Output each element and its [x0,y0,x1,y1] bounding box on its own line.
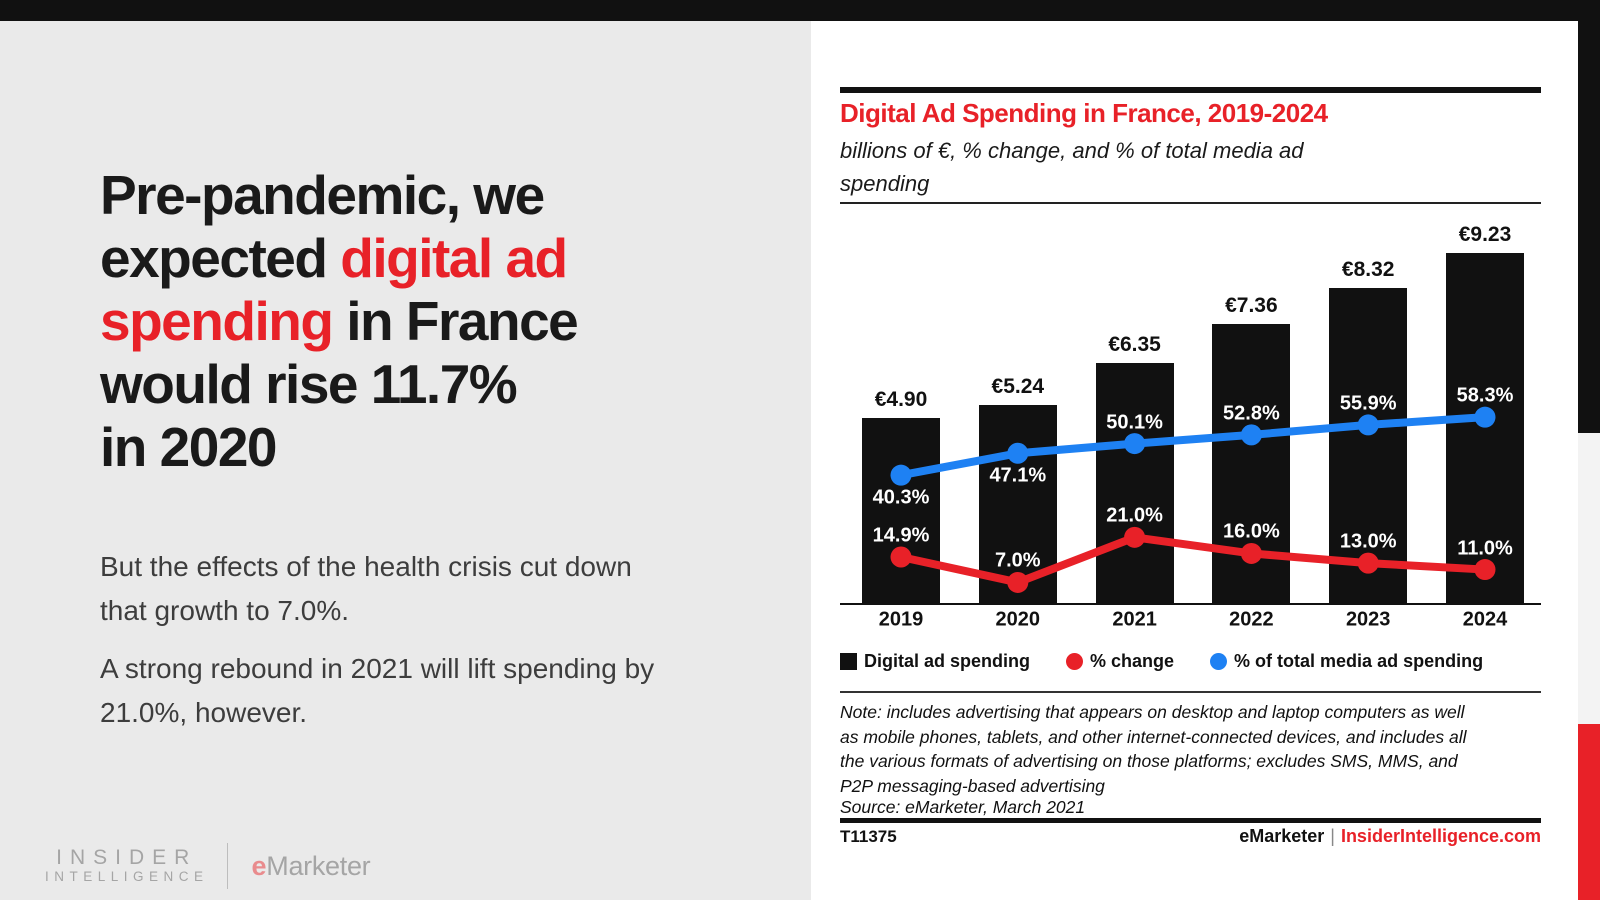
footer-brand-emarketer: eMarketer [1239,826,1325,846]
chart-note-line: P2P messaging-based advertising [840,775,1105,796]
title-rule [840,87,1541,93]
chart-note-line: the various formats of advertising on th… [840,751,1458,771]
footer-brand: eMarketer | InsiderIntelligence.com [1239,826,1541,847]
chart-title: Digital Ad Spending in France, 2019-2024 [840,98,1328,128]
headline-line-1: Pre-pandemic, we [100,164,577,227]
logo-text-intelligence: INTELLIGENCE [45,869,209,884]
body-paragraph-1: But the effects of the health crisis cut… [100,545,632,633]
chart-footer: T11375 eMarketer | InsiderIntelligence.com [840,826,1541,847]
right-strip-black [1578,0,1600,433]
right-strip-gray [1578,433,1600,724]
chart-note-line: Note: includes advertising that appears … [840,702,1465,722]
note-rule [840,691,1541,693]
legend-item-label: Digital ad spending [864,650,1031,671]
headline-text: Pre-pandemic, we [100,164,545,226]
left-panel: Pre-pandemic, we expected digital ad spend… [0,21,811,900]
chart-note: Note: includes advertising that appears … [840,700,1467,798]
legend-item--of-total-media-ad-spending: % of total media ad spending [1210,651,1483,672]
insider-intelligence-link[interactable]: InsiderIntelligence.com [1340,826,1541,846]
insider-intelligence-logo: INSIDER INTELLIGENCE [45,847,209,885]
chart-subtitle-line-1: billions of €, % change, and % of total … [840,138,1304,163]
legend-item-label: % of total media ad spending [1234,650,1484,671]
legend-dot-icon [1066,652,1084,670]
headline-accent-text: digital ad [340,227,568,289]
subtitle-rule [840,202,1541,204]
legend-item--change: % change [1066,651,1174,672]
chart-id: T11375 [840,826,897,846]
emarketer-logo-rest: Marketer [266,850,371,881]
logo-text-insider: INSIDER [56,846,198,869]
legend-square-icon [840,652,857,670]
headline-line-3: spending in France [100,290,579,353]
chart-legend: Digital ad spending % change % of total me… [840,649,1483,673]
body-line: 21.0%, however. [100,697,308,728]
footer-rule [840,818,1541,823]
headline-text: in 2020 [100,416,278,478]
footer-brand-separator: | [1330,826,1335,846]
body-paragraph-2: A strong rebound in 2021 will lift spend… [100,647,654,735]
emarketer-logo: eMarketer [252,851,371,882]
right-strip-red [1578,724,1600,900]
headline: Pre-pandemic, we expected digital ad spend… [100,164,579,479]
headline-line-2: expected digital ad [100,227,577,290]
headline-accent-text: spending [100,290,334,352]
legend-item-digital-ad-spending: Digital ad spending [840,651,1030,672]
headline-text: expected [100,227,341,289]
legend-dot-icon [1210,652,1228,670]
footer-logos: INSIDER INTELLIGENCE eMarketer [45,843,371,889]
chart-subtitle: billions of €, % change, and % of total … [840,134,1304,200]
headline-text: in France [332,290,579,352]
logo-divider [226,843,228,889]
chart-note-line: as mobile phones, tablets, and other int… [840,726,1467,747]
legend-item-label: % change [1090,650,1175,671]
body-line: that growth to 7.0%. [100,595,350,626]
top-bar [0,0,1600,21]
headline-line-4: would rise 11.7% [100,353,577,416]
body-line: A strong rebound in 2021 will lift spend… [100,653,655,684]
headline-text: would rise 11.7% [100,353,518,415]
chart-subtitle-line-2: spending [840,171,930,196]
emarketer-logo-e: e [251,850,267,881]
chart-source: Source: eMarketer, March 2021 [840,797,1086,817]
body-line: But the effects of the health crisis cut… [100,551,632,582]
headline-line-5: in 2020 [100,416,577,479]
